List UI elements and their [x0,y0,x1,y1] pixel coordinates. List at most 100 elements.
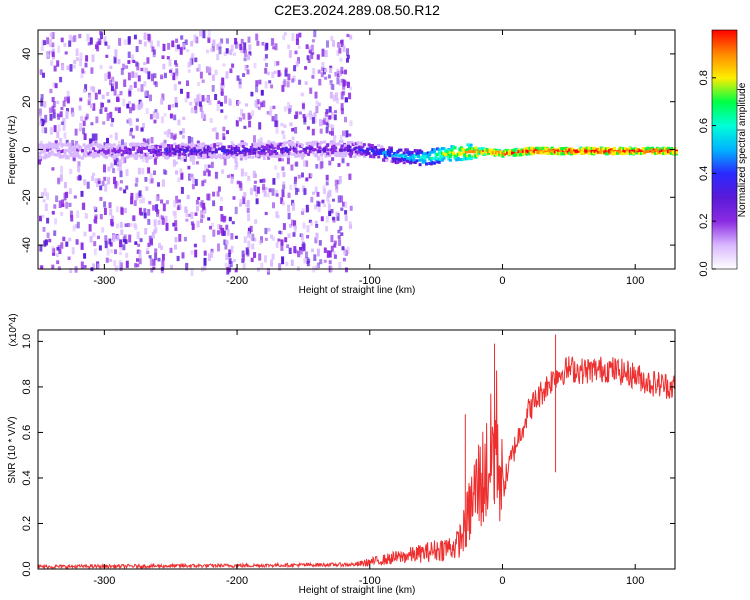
heatmap-cell [186,80,189,86]
heatmap-cell [222,136,226,140]
heatmap-cell [237,149,241,153]
heatmap-cell [287,192,291,198]
heatmap-cell [190,155,194,159]
heatmap-cell [132,59,136,63]
heatmap-cell [164,170,168,175]
heatmap-cell [42,156,46,160]
heatmap-cell [426,155,430,158]
heatmap-cell [135,46,139,53]
heatmap-cell [97,263,101,269]
heatmap-cell [315,105,319,114]
x-tick-label: 100 [626,575,644,587]
heatmap-cell [651,146,655,150]
heatmap-cell [167,144,170,147]
heatmap-cell [255,80,259,87]
heatmap-cell [161,217,165,225]
heatmap-cell [243,153,247,157]
heatmap-cell [603,147,607,151]
heatmap-cell [657,148,661,152]
heatmap-cell [108,149,112,153]
heatmap-cell [328,250,332,258]
heatmap-cell [313,116,317,124]
heatmap-cell [182,43,186,48]
heatmap-cell [475,150,479,154]
heatmap-cell [146,57,150,64]
heatmap-cell [160,152,164,156]
heatmap-cell [212,39,216,47]
heatmap-cell [53,153,57,157]
heatmap-cell [342,45,346,52]
heatmap-cell [144,177,148,182]
heatmap-cell [306,225,310,233]
heatmap-cell [107,99,111,103]
heatmap-cell [479,150,483,154]
heatmap-cell [625,151,629,155]
heatmap-cell [193,243,197,248]
heatmap-cell [139,156,143,160]
heatmap-cell [203,148,207,151]
snr-x-ticks: -300 -200 -100 0 100 [93,330,644,587]
heatmap-cell [108,151,112,154]
snr-frame [37,329,676,570]
heatmap-cell [306,55,310,61]
heatmap-cell [488,149,492,153]
heatmap-cell [512,148,516,152]
heatmap-cell [312,191,315,195]
heatmap-cell [325,225,329,232]
heatmap-cell [254,147,258,151]
heatmap-cell [115,206,119,213]
heatmap-cell [46,232,50,238]
heatmap-cell [110,123,114,127]
heatmap-cell [136,105,140,109]
heatmap-cell [652,148,656,152]
heatmap-cell [200,151,204,155]
heatmap-cell [69,146,73,150]
heatmap-cell [361,143,365,147]
heatmap-cell [67,256,71,260]
heatmap-cell [95,44,98,49]
heatmap-cell [598,150,602,154]
heatmap-cell [329,152,333,156]
heatmap-cell [57,114,61,120]
heatmap-cell [111,215,115,222]
heatmap-cell [322,188,326,194]
heatmap-cell [230,145,234,148]
heatmap-cell [573,152,577,156]
heatmap-cell [482,147,486,151]
heatmap-cell [65,148,69,152]
heatmap-cell [461,148,465,152]
heatmap-cell [128,101,131,105]
heatmap-cell [253,142,256,146]
heatmap-cell [85,151,89,155]
colorbar-tick-label: 0.4 [698,166,710,181]
heatmap-cell [383,159,387,162]
heatmap-cell [628,149,632,153]
heatmap-cell [87,152,91,156]
heatmap-cell [66,96,70,104]
heatmap-cell [295,33,299,41]
heatmap-cell [287,73,291,81]
heatmap-cell [276,146,280,150]
heatmap-cell [210,251,214,258]
heatmap-cell [69,210,73,218]
heatmap-cell [326,143,330,147]
heatmap-cell [325,181,329,186]
heatmap-cell [311,75,315,79]
heatmap-cell [87,99,91,106]
heatmap-cell [241,151,245,154]
heatmap-cell [220,91,224,95]
heatmap-cell [358,151,362,155]
heatmap-cell [157,182,160,187]
heatmap-cell [49,88,53,94]
heatmap-cell [418,158,422,162]
heatmap-cell [187,69,191,73]
heatmap-cell [284,146,288,150]
heatmap-cell [189,152,193,156]
heatmap-cell [42,145,46,149]
heatmap-cell [244,172,248,177]
heatmap-cell [48,107,52,114]
heatmap-cell [63,132,67,139]
heatmap-cell [224,95,228,104]
heatmap-cell [337,150,341,154]
heatmap-cell [340,66,344,74]
